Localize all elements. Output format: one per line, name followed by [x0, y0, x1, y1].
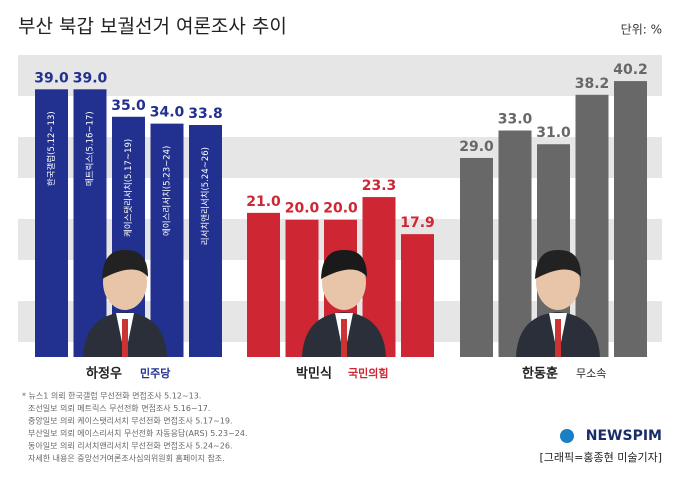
series-label: 케이스탯리서치(5.17~19)	[123, 139, 134, 237]
footnote: 자세한 내용은 중앙선거여론조사심의위원회 홈페이지 참조.	[28, 453, 225, 463]
footnote: 부산일보 의뢰 에이스리서치 무선전화 자동응답(ARS) 5.23~24.	[28, 428, 248, 438]
value-label: 21.0	[246, 194, 281, 210]
value-label: 39.0	[34, 70, 69, 86]
party-label: 민주당	[140, 366, 170, 380]
value-label: 38.2	[575, 76, 610, 92]
series-label: 에이스리서치(5.23~24)	[162, 146, 173, 236]
photo-hair	[535, 249, 581, 279]
footnote: * 뉴스1 의뢰 한국갤럽 무선전화 면접조사 5.12~13.	[22, 391, 201, 401]
bar	[247, 212, 280, 357]
credit: [그래픽=홍종현 미술기자]	[540, 450, 663, 464]
value-label: 23.3	[362, 178, 397, 194]
photo-hair	[321, 249, 367, 279]
candidate-name: 하정우	[86, 366, 122, 382]
party-label: 무소속	[576, 367, 606, 380]
bar	[150, 123, 184, 358]
series-label: 한국갤럽(5.12~13)	[46, 111, 57, 186]
series-label: 리서치앤리서치(5.24~26)	[200, 147, 211, 245]
bar	[35, 89, 68, 358]
value-label: 39.0	[73, 70, 108, 86]
value-label: 35.0	[111, 98, 146, 114]
value-label: 40.2	[613, 62, 648, 78]
bar	[614, 81, 647, 357]
footnote: 동아일보 의뢰 리서치앤리서치 무선전화 면접조사 5.24~26.	[28, 441, 233, 451]
stripe	[18, 55, 662, 96]
logo-icon	[560, 429, 574, 443]
value-label: 20.0	[285, 201, 320, 217]
candidate-name: 한동훈	[522, 366, 558, 382]
source: NEWSPIM	[586, 428, 662, 444]
bar	[401, 234, 434, 357]
bar	[498, 130, 532, 357]
party-label: 국민의힘	[348, 366, 388, 380]
value-label: 29.0	[459, 139, 494, 155]
bar	[575, 94, 609, 358]
value-label: 33.0	[498, 112, 533, 128]
photo-tie	[122, 319, 128, 357]
photo-tie	[341, 319, 347, 357]
value-label: 33.8	[188, 106, 223, 122]
photos	[83, 249, 600, 357]
photo-tie	[555, 319, 561, 357]
value-label: 34.0	[150, 105, 185, 121]
value-label: 31.0	[536, 125, 571, 141]
bar	[460, 157, 493, 357]
series-label: 메트릭스(5.16~17)	[85, 111, 96, 186]
chart-title: 부산 북갑 보궐선거 여론조사 추이	[18, 16, 287, 38]
bar	[189, 125, 222, 357]
value-label: 20.0	[323, 201, 358, 217]
bar	[73, 89, 107, 358]
value-label: 17.9	[400, 215, 435, 231]
footnote: 중앙일보 의뢰 케이스탯리서치 무선전화 면접조사 5.17~19.	[28, 416, 233, 426]
unit-label: 단위: %	[621, 23, 662, 37]
photo-hair	[102, 249, 148, 279]
footnote: 조선일보 의뢰 메트릭스 무선전화 면접조사 5.16~17.	[28, 403, 210, 413]
candidate-name: 박민식	[296, 366, 332, 382]
